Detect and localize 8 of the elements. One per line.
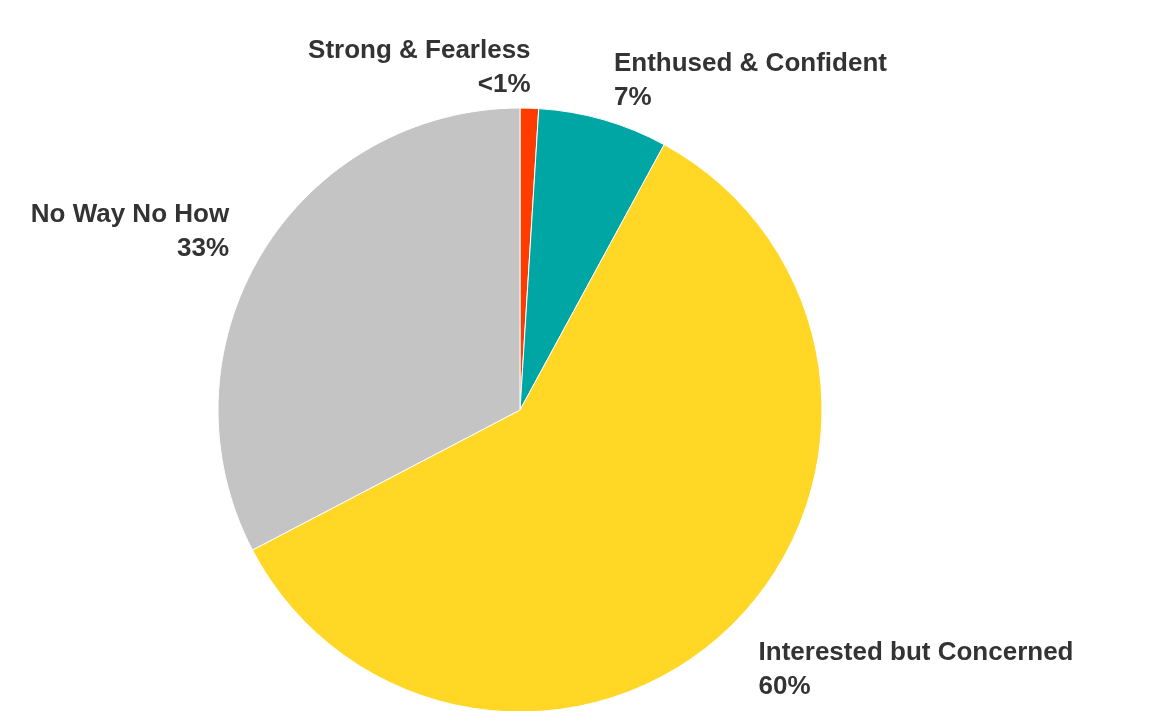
data-label: 60% xyxy=(758,670,811,701)
slice-label: No Way No How xyxy=(30,197,230,228)
slice-label: Interested but Concerned xyxy=(758,636,1074,667)
slice-label: Strong & Fearless xyxy=(308,34,531,65)
slice-label: Enthused & Confident xyxy=(613,47,888,78)
data-label: <1% xyxy=(477,68,531,99)
data-label: 33% xyxy=(177,231,230,262)
data-label: 7% xyxy=(613,81,652,112)
